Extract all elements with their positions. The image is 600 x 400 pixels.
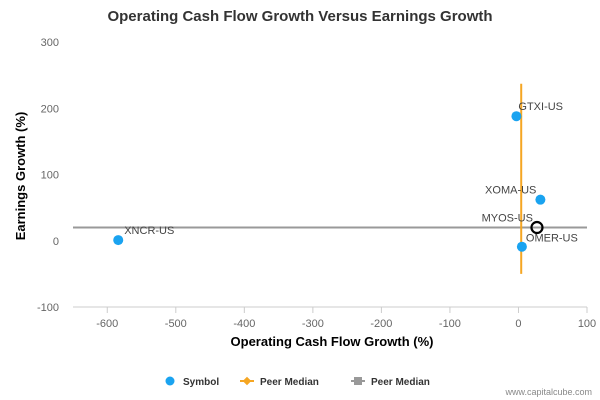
x-axis-title: Operating Cash Flow Growth (%)	[231, 334, 434, 349]
y-axis: -100 0 100 200 300	[37, 37, 59, 314]
x-tick-label: -400	[233, 318, 255, 330]
scatter-points: XNCR-US GTXI-US XOMA-US MYOS-US OMER-US	[113, 101, 578, 252]
scatter-point-highlight	[530, 220, 544, 235]
point-label: OMER-US	[526, 233, 578, 245]
chart-title: Operating Cash Flow Growth Versus Earnin…	[107, 8, 492, 25]
scatter-point	[535, 194, 546, 205]
y-tick-label: 300	[41, 37, 59, 49]
scatter-point	[113, 235, 124, 246]
y-axis-title: Earnings Growth (%)	[13, 112, 28, 241]
legend-peer-median-marker	[242, 376, 252, 386]
scatter-point	[516, 241, 527, 252]
x-tick-label: -500	[165, 318, 187, 330]
x-tick-label: 0	[515, 318, 521, 330]
x-tick-label: -100	[439, 318, 461, 330]
legend-label: Peer Median	[260, 377, 319, 388]
scatter-point	[511, 111, 522, 122]
point-label: XOMA-US	[485, 185, 536, 197]
peer-median-lines	[73, 83, 587, 274]
point-label: MYOS-US	[482, 213, 533, 225]
y-tick-label: 200	[41, 103, 59, 115]
x-tick-label: -300	[302, 318, 324, 330]
x-axis: -600 -500 -400 -300 -200 -100 0 100	[73, 306, 596, 330]
watermark: www.capitalcube.com	[504, 387, 592, 397]
point-label: GTXI-US	[518, 101, 563, 113]
y-tick-label: 100	[41, 170, 59, 182]
y-tick-label: -100	[37, 302, 59, 314]
y-tick-label: 0	[53, 236, 59, 248]
legend: Symbol Peer Median Peer Median	[165, 376, 430, 388]
x-tick-label: 100	[578, 318, 596, 330]
x-tick-label: -600	[96, 318, 118, 330]
legend-symbol-marker	[165, 376, 175, 386]
legend-label: Peer Median	[371, 377, 430, 388]
legend-peer-median-marker	[354, 377, 362, 385]
legend-label: Symbol	[183, 377, 219, 388]
point-label: XNCR-US	[124, 225, 174, 237]
x-tick-label: -200	[370, 318, 392, 330]
